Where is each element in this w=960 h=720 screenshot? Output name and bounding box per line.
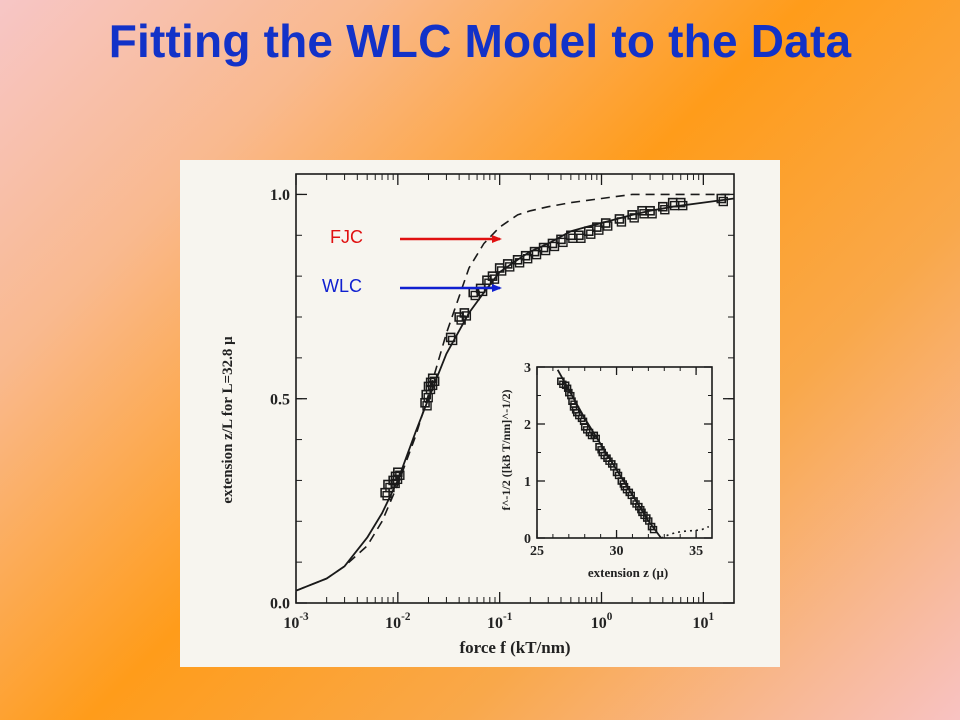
- fjc-arrow-head: [492, 235, 502, 243]
- main-y-tick-label: 0.5: [270, 391, 290, 408]
- main-data-point: [594, 225, 604, 235]
- main-data-point: [395, 470, 405, 480]
- main-axes-frame: [295, 173, 735, 604]
- inset-y-tick-label: 0: [524, 532, 531, 547]
- inset-x-axis-label: extension z (μ): [588, 565, 668, 580]
- main-y-axis-label: extension z/L for L=32.8 μ: [220, 336, 236, 504]
- inset-chart-plot: [556, 369, 710, 539]
- inset-y-tick-label: 2: [524, 418, 531, 433]
- inset-x-tick-label: 30: [610, 544, 624, 559]
- inset-dotted-curve: [660, 525, 710, 539]
- inset-y-tick-label: 1: [524, 475, 531, 490]
- main-data-point: [540, 245, 551, 256]
- wlc-label: WLC: [322, 276, 362, 296]
- main-data-point: [520, 250, 531, 261]
- inset-data-point: [563, 384, 572, 392]
- fjc-label: FJC: [330, 227, 363, 247]
- main-data-point: [522, 254, 533, 264]
- inset-solid-curve: [556, 369, 662, 539]
- inset-x-tick-label: 25: [530, 544, 544, 559]
- inset-y-axis-label: f^-1/2 ([kB T/nm]^-1/2): [499, 389, 513, 510]
- main-y-tick-label: 0.0: [270, 596, 290, 613]
- main-dashed-curve: [295, 193, 734, 592]
- callout-layer: [400, 235, 502, 292]
- inset-x-tick-label: 35: [689, 544, 703, 559]
- wlc-arrow-head: [492, 284, 502, 292]
- main-data-point: [592, 222, 602, 232]
- slide-title: Fitting the WLC Model to the Data: [108, 15, 852, 67]
- main-chart-plot: [295, 193, 735, 592]
- main-data-point: [675, 197, 686, 208]
- inset-y-tick-label: 3: [524, 361, 531, 376]
- main-solid-curve: [295, 197, 735, 592]
- main-x-axis-label: force f (kT/nm): [459, 638, 570, 657]
- main-data-point: [658, 201, 668, 212]
- main-data-point: [447, 335, 458, 346]
- main-data-point: [531, 249, 542, 260]
- main-y-tick-label: 1.0: [270, 187, 290, 204]
- main-data-point: [574, 230, 584, 241]
- main-data-point: [718, 196, 728, 207]
- main-data-point: [461, 311, 472, 321]
- figure-panel: 10-3 10-2 10-1 100 101 0.0 0.5 1.0 25 30 35 0 1 2 3 f…: [180, 160, 780, 667]
- main-data-point: [558, 237, 568, 248]
- main-data-point: [489, 274, 500, 284]
- main-data-point: [576, 233, 586, 243]
